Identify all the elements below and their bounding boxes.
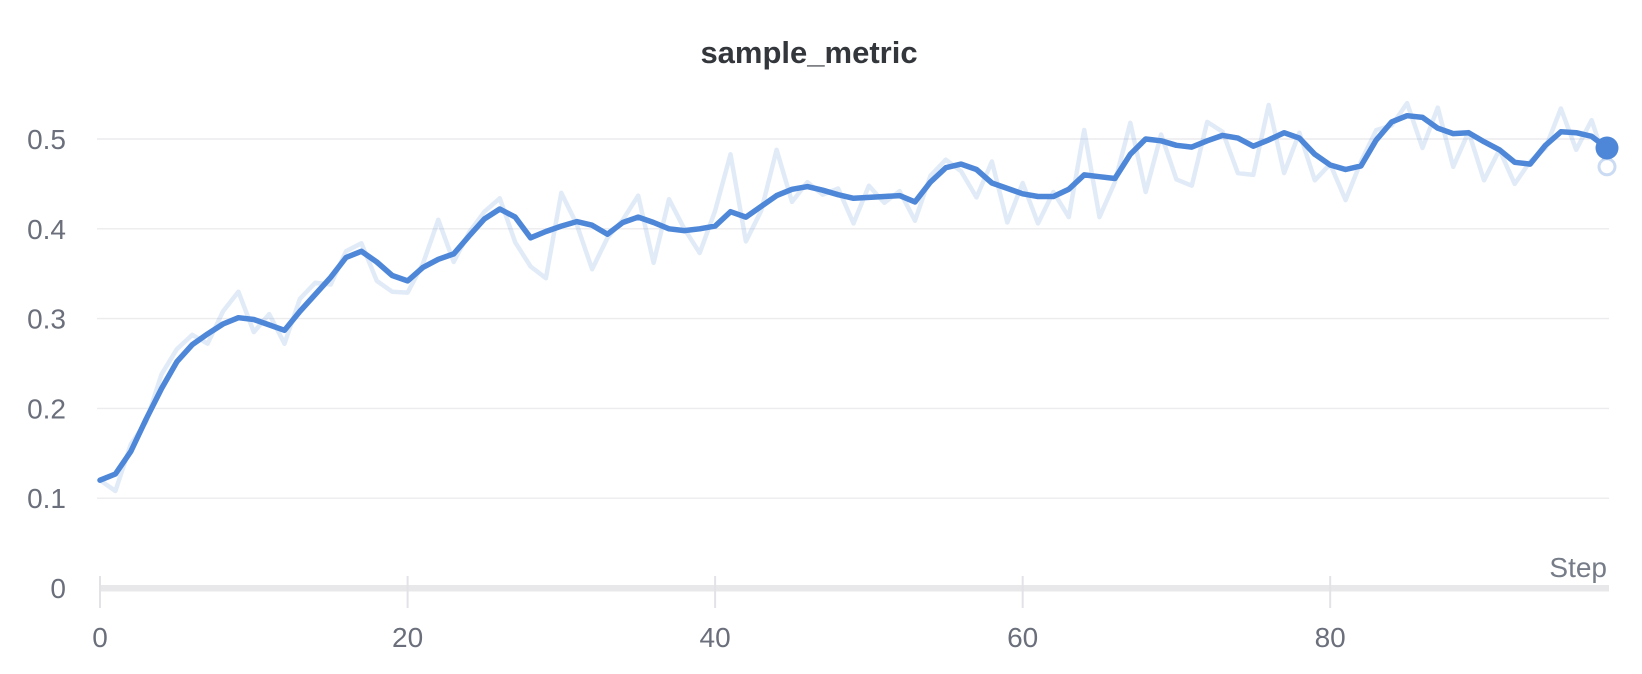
y-tick-label: 0.5	[27, 124, 66, 155]
y-tick-label: 0.2	[27, 393, 66, 424]
x-axis-line	[100, 585, 1609, 592]
x-tick-label: 60	[1007, 622, 1038, 653]
y-tick-label: 0.4	[27, 214, 66, 245]
chart-title: sample_metric	[700, 35, 917, 70]
x-tick-label: 0	[92, 622, 108, 653]
y-axis-tick-labels: 0 0.1 0.2 0.3 0.4 0.5	[27, 124, 66, 604]
y-tick-label: 0	[50, 573, 66, 604]
x-axis-label: Step	[1549, 552, 1607, 583]
smoothed-endpoint-dot-icon	[1595, 136, 1619, 160]
plot-hover-area[interactable]	[97, 95, 1611, 592]
x-axis-ticks: 0 20 40 60 80	[92, 576, 1346, 653]
y-tick-label: 0.3	[27, 304, 66, 335]
smoothed-series-line	[97, 112, 1610, 483]
raw-series-line	[97, 100, 1610, 494]
y-tick-label: 0.1	[27, 483, 66, 514]
x-tick-label: 80	[1315, 622, 1346, 653]
x-tick-label: 20	[392, 622, 423, 653]
gridlines	[97, 138, 1609, 499]
x-tick-label: 40	[700, 622, 731, 653]
